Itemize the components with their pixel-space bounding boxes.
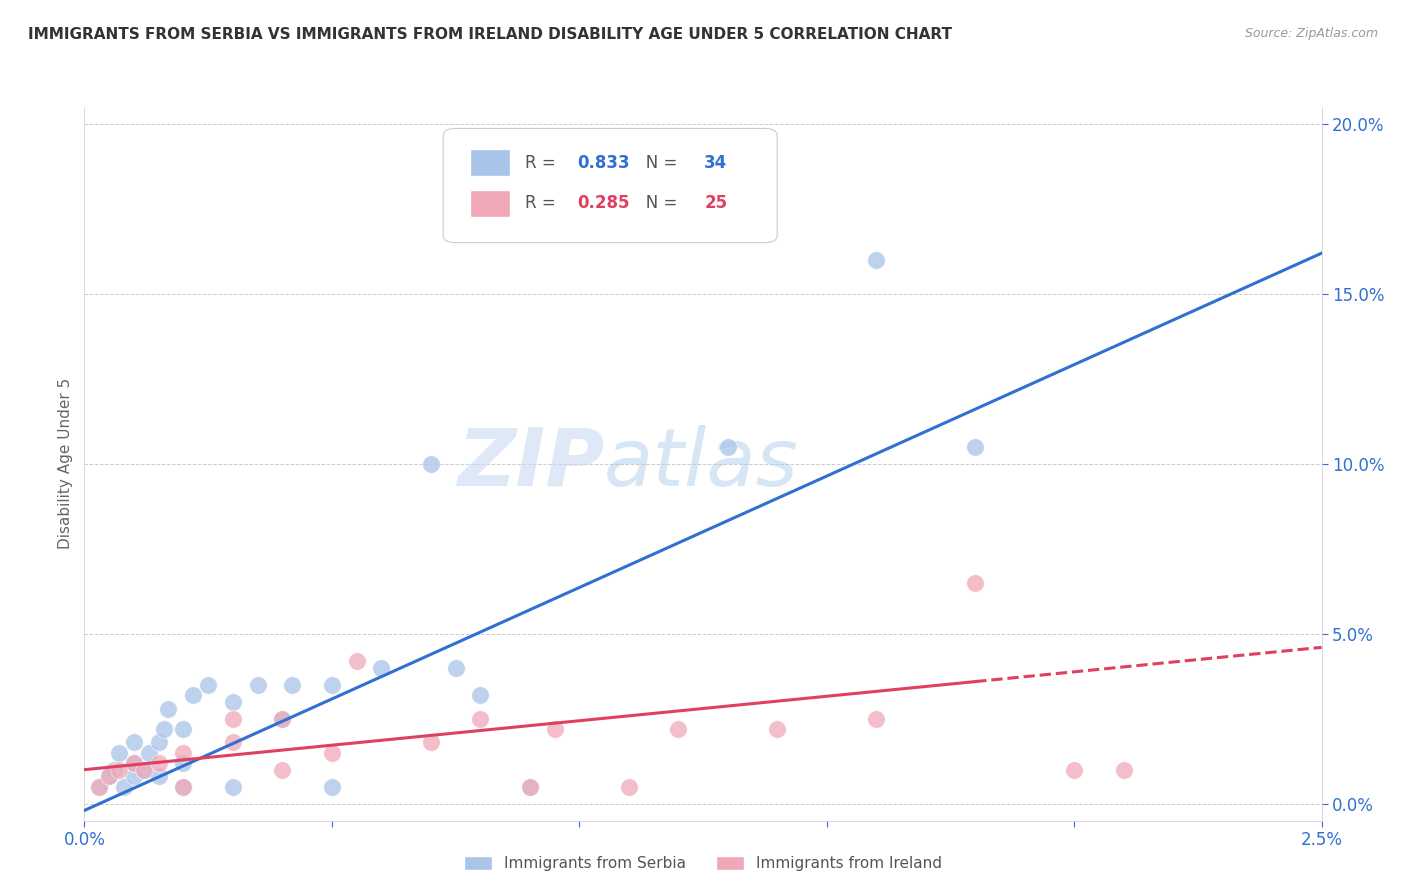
Point [122, 769, 145, 783]
Point [108, 746, 131, 760]
Point [419, 735, 441, 749]
Point [108, 763, 131, 777]
Point [321, 678, 343, 692]
Text: ZIP: ZIP [457, 425, 605, 503]
Point [152, 722, 174, 736]
Point [148, 735, 170, 749]
Point [470, 688, 492, 702]
Point [89, 780, 111, 794]
Point [157, 701, 180, 715]
Point [172, 780, 194, 794]
Point [865, 712, 887, 726]
Point [321, 780, 343, 794]
Point [122, 756, 145, 770]
Point [98, 769, 121, 783]
Text: IMMIGRANTS FROM SERBIA VS IMMIGRANTS FROM IRELAND DISABILITY AGE UNDER 5 CORRELA: IMMIGRANTS FROM SERBIA VS IMMIGRANTS FRO… [28, 27, 952, 42]
Text: R =: R = [524, 153, 561, 171]
Point [103, 763, 125, 777]
Point [222, 780, 245, 794]
Text: atlas: atlas [605, 425, 799, 503]
Point [172, 746, 194, 760]
Point [89, 780, 111, 794]
Point [617, 780, 640, 794]
Point [1112, 763, 1135, 777]
Point [122, 756, 145, 770]
Point [132, 763, 155, 777]
Text: 0.833: 0.833 [576, 153, 630, 171]
Point [122, 735, 145, 749]
Point [271, 763, 294, 777]
Point [271, 712, 294, 726]
Point [519, 780, 541, 794]
Point [965, 575, 987, 590]
Text: N =: N = [630, 153, 683, 171]
Text: Source: ZipAtlas.com: Source: ZipAtlas.com [1244, 27, 1378, 40]
Point [519, 780, 541, 794]
Point [1063, 763, 1085, 777]
Point [271, 712, 294, 726]
Text: R =: R = [524, 194, 561, 212]
Point [138, 746, 160, 760]
Legend: Immigrants from Serbia, Immigrants from Ireland: Immigrants from Serbia, Immigrants from … [458, 850, 948, 877]
Text: 25: 25 [704, 194, 727, 212]
Point [112, 780, 135, 794]
Point [222, 695, 245, 709]
FancyBboxPatch shape [443, 128, 778, 243]
Point [98, 769, 121, 783]
FancyBboxPatch shape [471, 190, 510, 217]
Point [419, 457, 441, 471]
Point [172, 722, 194, 736]
Point [321, 746, 343, 760]
Point [222, 712, 245, 726]
Point [281, 678, 304, 692]
Point [172, 756, 194, 770]
Point [222, 735, 245, 749]
Point [444, 661, 467, 675]
Point [148, 769, 170, 783]
Point [766, 722, 789, 736]
Point [172, 780, 194, 794]
Point [370, 661, 392, 675]
FancyBboxPatch shape [471, 149, 510, 177]
Point [346, 654, 368, 668]
Point [965, 440, 987, 454]
Point [148, 756, 170, 770]
Y-axis label: Disability Age Under 5: Disability Age Under 5 [58, 378, 73, 549]
Text: N =: N = [630, 194, 683, 212]
Point [865, 252, 887, 267]
Point [181, 688, 204, 702]
Point [717, 440, 740, 454]
Point [666, 722, 689, 736]
Text: 34: 34 [704, 153, 727, 171]
Point [132, 763, 155, 777]
Text: 0.285: 0.285 [576, 194, 630, 212]
Point [470, 712, 492, 726]
Point [197, 678, 219, 692]
Point [246, 678, 269, 692]
Point [543, 722, 565, 736]
